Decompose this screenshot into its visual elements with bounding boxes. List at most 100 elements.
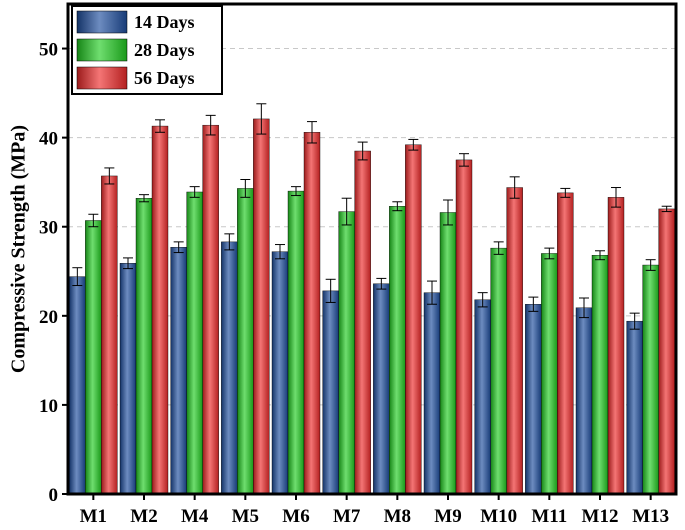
- bar-14-days: [575, 307, 593, 495]
- grid-lines: [68, 48, 676, 406]
- bar-28-days: [237, 188, 254, 495]
- error-bar: [104, 167, 115, 185]
- bar-28-days: [338, 211, 355, 495]
- bar-14-days: [626, 320, 643, 495]
- y-tick-label: 20: [39, 307, 58, 328]
- bar-14-days: [525, 304, 542, 495]
- x-tick-label: M8: [384, 506, 411, 527]
- error-bar: [392, 201, 403, 212]
- error-bar: [224, 233, 235, 251]
- x-tick-label: M1: [80, 506, 107, 527]
- bar-28-days: [439, 212, 457, 495]
- bar-56-days: [303, 132, 321, 495]
- bar-28-days: [85, 220, 102, 495]
- error-bar: [307, 121, 317, 144]
- error-bar: [595, 250, 605, 261]
- error-bar: [645, 259, 656, 271]
- bar-28-days: [490, 247, 507, 495]
- bar-14-days: [474, 299, 491, 495]
- legend-item: 56 Days: [76, 66, 195, 90]
- error-bar: [493, 241, 504, 255]
- error-bar: [376, 277, 387, 290]
- y-tick-label: 0: [49, 485, 59, 506]
- error-bar: [544, 247, 555, 260]
- error-bar: [123, 257, 133, 270]
- y-tick-label: 30: [39, 218, 58, 239]
- error-bar: [291, 186, 301, 197]
- bar-56-days: [202, 124, 219, 495]
- bar-56-days: [354, 150, 371, 495]
- error-bar: [173, 241, 184, 254]
- error-bar: [240, 179, 251, 198]
- bar-56-days: [658, 208, 675, 495]
- error-bar: [357, 141, 368, 161]
- error-bar: [443, 199, 453, 226]
- bar-14-days: [271, 251, 289, 495]
- bar-28-days: [541, 253, 558, 495]
- legend-item: 14 Days: [76, 10, 195, 34]
- bar-14-days: [69, 276, 86, 495]
- error-bar: [341, 197, 352, 226]
- bar-28-days: [389, 206, 406, 495]
- bar-28-days: [591, 255, 609, 495]
- bar-28-days: [287, 190, 305, 495]
- error-bar: [477, 292, 488, 308]
- legend-swatch: [76, 38, 128, 62]
- legend-label: 28 Days: [134, 40, 195, 60]
- x-tick-label: M5: [232, 506, 259, 527]
- axes: 0 10 20 30 40 50 M1 M2 M4 M5 M6 M7 M8 M9 M10 M11 M12 M13: [39, 2, 678, 527]
- x-tick-label: M10: [480, 506, 517, 527]
- x-tick-label: M9: [434, 506, 461, 527]
- y-tick-label: 50: [39, 40, 58, 61]
- bar-14-days: [322, 290, 339, 495]
- error-bar: [88, 213, 99, 228]
- bar-28-days: [186, 191, 203, 495]
- error-bar: [629, 312, 640, 330]
- x-tick-label: M13: [632, 506, 669, 527]
- legend: 14 Days 28 Days 56 Days: [71, 5, 223, 95]
- plot-frame: [66, 2, 678, 496]
- error-bar: [139, 194, 149, 203]
- bar-28-days: [642, 264, 659, 495]
- legend-label: 14 Days: [134, 12, 195, 32]
- error-bar: [611, 187, 621, 208]
- error-bar: [189, 186, 200, 198]
- bar-28-days: [135, 198, 153, 495]
- error-bar: [256, 103, 267, 135]
- error-bar: [661, 205, 672, 213]
- y-tick-label: 10: [39, 396, 58, 417]
- bar-56-days: [151, 125, 169, 495]
- bar-56-days: [253, 118, 270, 495]
- error-bar: [205, 114, 216, 136]
- bar-14-days: [170, 247, 187, 495]
- bars: [69, 103, 675, 495]
- legend-swatch: [76, 10, 128, 34]
- error-bar: [579, 297, 589, 319]
- bar-56-days: [557, 192, 574, 495]
- x-tick-label: M11: [531, 506, 567, 527]
- x-tick-label: M7: [333, 506, 361, 527]
- bar-56-days: [455, 159, 473, 495]
- error-bar: [427, 280, 437, 305]
- y-tick-label: 40: [39, 129, 58, 150]
- error-bar: [560, 187, 571, 198]
- x-tick-label: M2: [130, 506, 157, 527]
- legend-label: 56 Days: [134, 68, 195, 88]
- y-axis-title: Compressive Strength (MPa): [8, 125, 30, 373]
- legend-item: 28 Days: [76, 38, 195, 62]
- error-bar: [72, 267, 83, 287]
- bar-56-days: [405, 144, 422, 495]
- bar-14-days: [119, 263, 137, 495]
- bar-56-days: [607, 197, 625, 495]
- bar-14-days: [373, 283, 390, 495]
- legend-swatch: [76, 66, 128, 90]
- bar-14-days: [221, 241, 238, 495]
- error-bar: [528, 296, 539, 312]
- bar-14-days: [423, 292, 441, 495]
- x-tick-label: M4: [181, 506, 209, 527]
- x-tick-label: M12: [582, 506, 619, 527]
- error-bar: [155, 119, 165, 133]
- bar-56-days: [101, 175, 118, 495]
- error-bar: [459, 153, 469, 167]
